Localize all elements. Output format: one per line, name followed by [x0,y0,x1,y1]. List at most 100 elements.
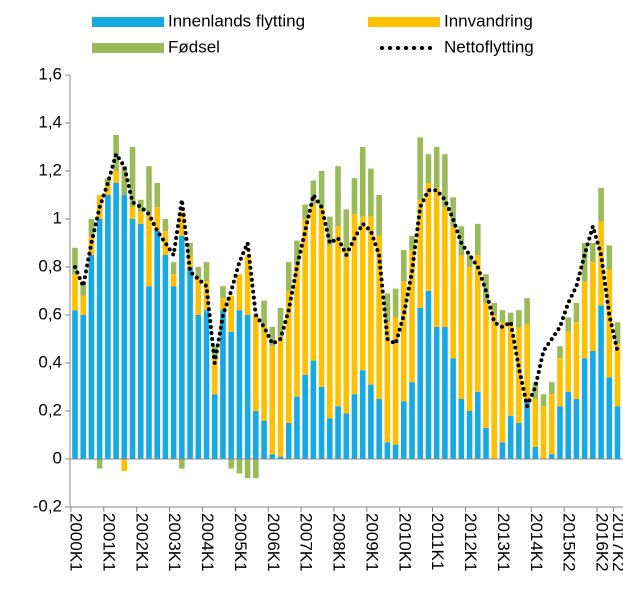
x-tick-label: 2000K1 [67,513,86,572]
bar-segment [294,396,300,459]
bar-segment [72,310,78,459]
x-tick-label: 2001K1 [99,513,118,572]
bar-segment [466,411,473,459]
bar-segment [285,423,292,459]
bar-segment [524,401,530,459]
bar-segment [532,399,539,447]
bar-segment [614,322,621,344]
bar-segment [409,250,415,383]
bar-segment [565,391,571,459]
x-tick-label: 2012K1 [461,513,480,572]
bar-segment [483,303,489,428]
bar-segment [458,255,465,399]
bar-segment [80,283,87,296]
bar-segment [433,327,440,459]
x-tick-label: 2006K1 [264,513,283,572]
bar-segment [154,231,160,459]
bar-segment [557,346,563,359]
bar-segment [351,214,358,395]
bar-segment [565,331,571,392]
bar-segment [88,255,95,459]
bar-segment [433,147,440,188]
bar-segment [228,331,234,459]
bar-segment [302,204,308,219]
bar-segment [220,286,226,299]
bar-segment [121,459,128,471]
y-tick-label: 1 [53,208,62,227]
bar-segment [507,415,514,459]
bar-segment [195,315,202,459]
legend-label: Innvandring [444,11,533,30]
bar-segment [121,166,128,195]
bar-segment [170,262,177,275]
bar-segment [590,262,596,351]
bar-segment [285,262,292,291]
bar-segment [384,442,391,459]
y-tick-label: 1,6 [38,64,62,83]
bar-segment [614,343,621,407]
bar-segment [376,235,382,399]
bar-segment [499,322,506,443]
bar-segment [203,262,210,282]
bar-segment [401,401,407,459]
legend-label: Innenlands flytting [168,11,305,30]
bar-segment [269,346,276,455]
y-tick-label: -0,2 [33,496,62,515]
bar-segment [450,226,456,359]
x-tick-label: 2015K2 [560,513,579,572]
bar-segment [368,216,374,385]
bar-segment [442,154,448,207]
x-tick-label: 2017K2 [609,513,623,572]
bar-segment [318,171,325,207]
bar-segment [335,406,341,459]
bar-segment [277,307,284,337]
bar-segment [499,442,506,459]
x-tick-label: 2009K1 [362,513,381,572]
x-tick-label: 2002K1 [132,513,151,572]
bar-segment [540,406,547,459]
bar-segment [466,255,473,267]
x-tick-label: 2007K1 [297,513,316,572]
bar-segment [557,406,563,459]
bar-segment [499,310,506,323]
x-tick-label: 2008K1 [330,513,349,572]
bar-segment [203,310,210,459]
bar-segment [598,221,604,306]
y-tick-label: 1,2 [38,160,62,179]
bar-segment [606,377,613,459]
bar-segment [335,166,341,227]
bar-segment [96,219,103,459]
bar-segment [96,459,103,469]
bar-segment [277,336,284,457]
bar-segment [433,187,440,327]
bar-segment [458,226,465,255]
bar-segment [442,207,448,327]
bar-segment [327,418,333,459]
bar-segment [146,286,152,459]
bar-segment [516,327,522,423]
bar-segment [359,370,366,459]
bar-segment [590,351,596,459]
bar-segment [129,147,136,207]
bar-segment [244,255,251,315]
bar-segment [573,399,580,459]
bar-segment [113,135,119,171]
bar-segment [137,223,144,459]
bar-segment [450,358,456,459]
bar-segment [187,243,193,255]
bar-segment [211,394,218,459]
bar-segment [80,295,87,315]
y-tick-label: 0,4 [38,352,62,371]
bar-segment [359,147,366,217]
bar-segment [425,291,432,459]
bar-segment [113,183,119,459]
bar-segment [310,360,317,459]
bar-segment [211,358,218,395]
bar-segment [384,293,391,323]
bar-segment [376,399,382,459]
bar-segment [154,207,160,231]
bar-segment [335,226,341,407]
bar-segment [417,307,424,459]
bar-segment [253,411,259,459]
bar-segment [228,295,234,332]
